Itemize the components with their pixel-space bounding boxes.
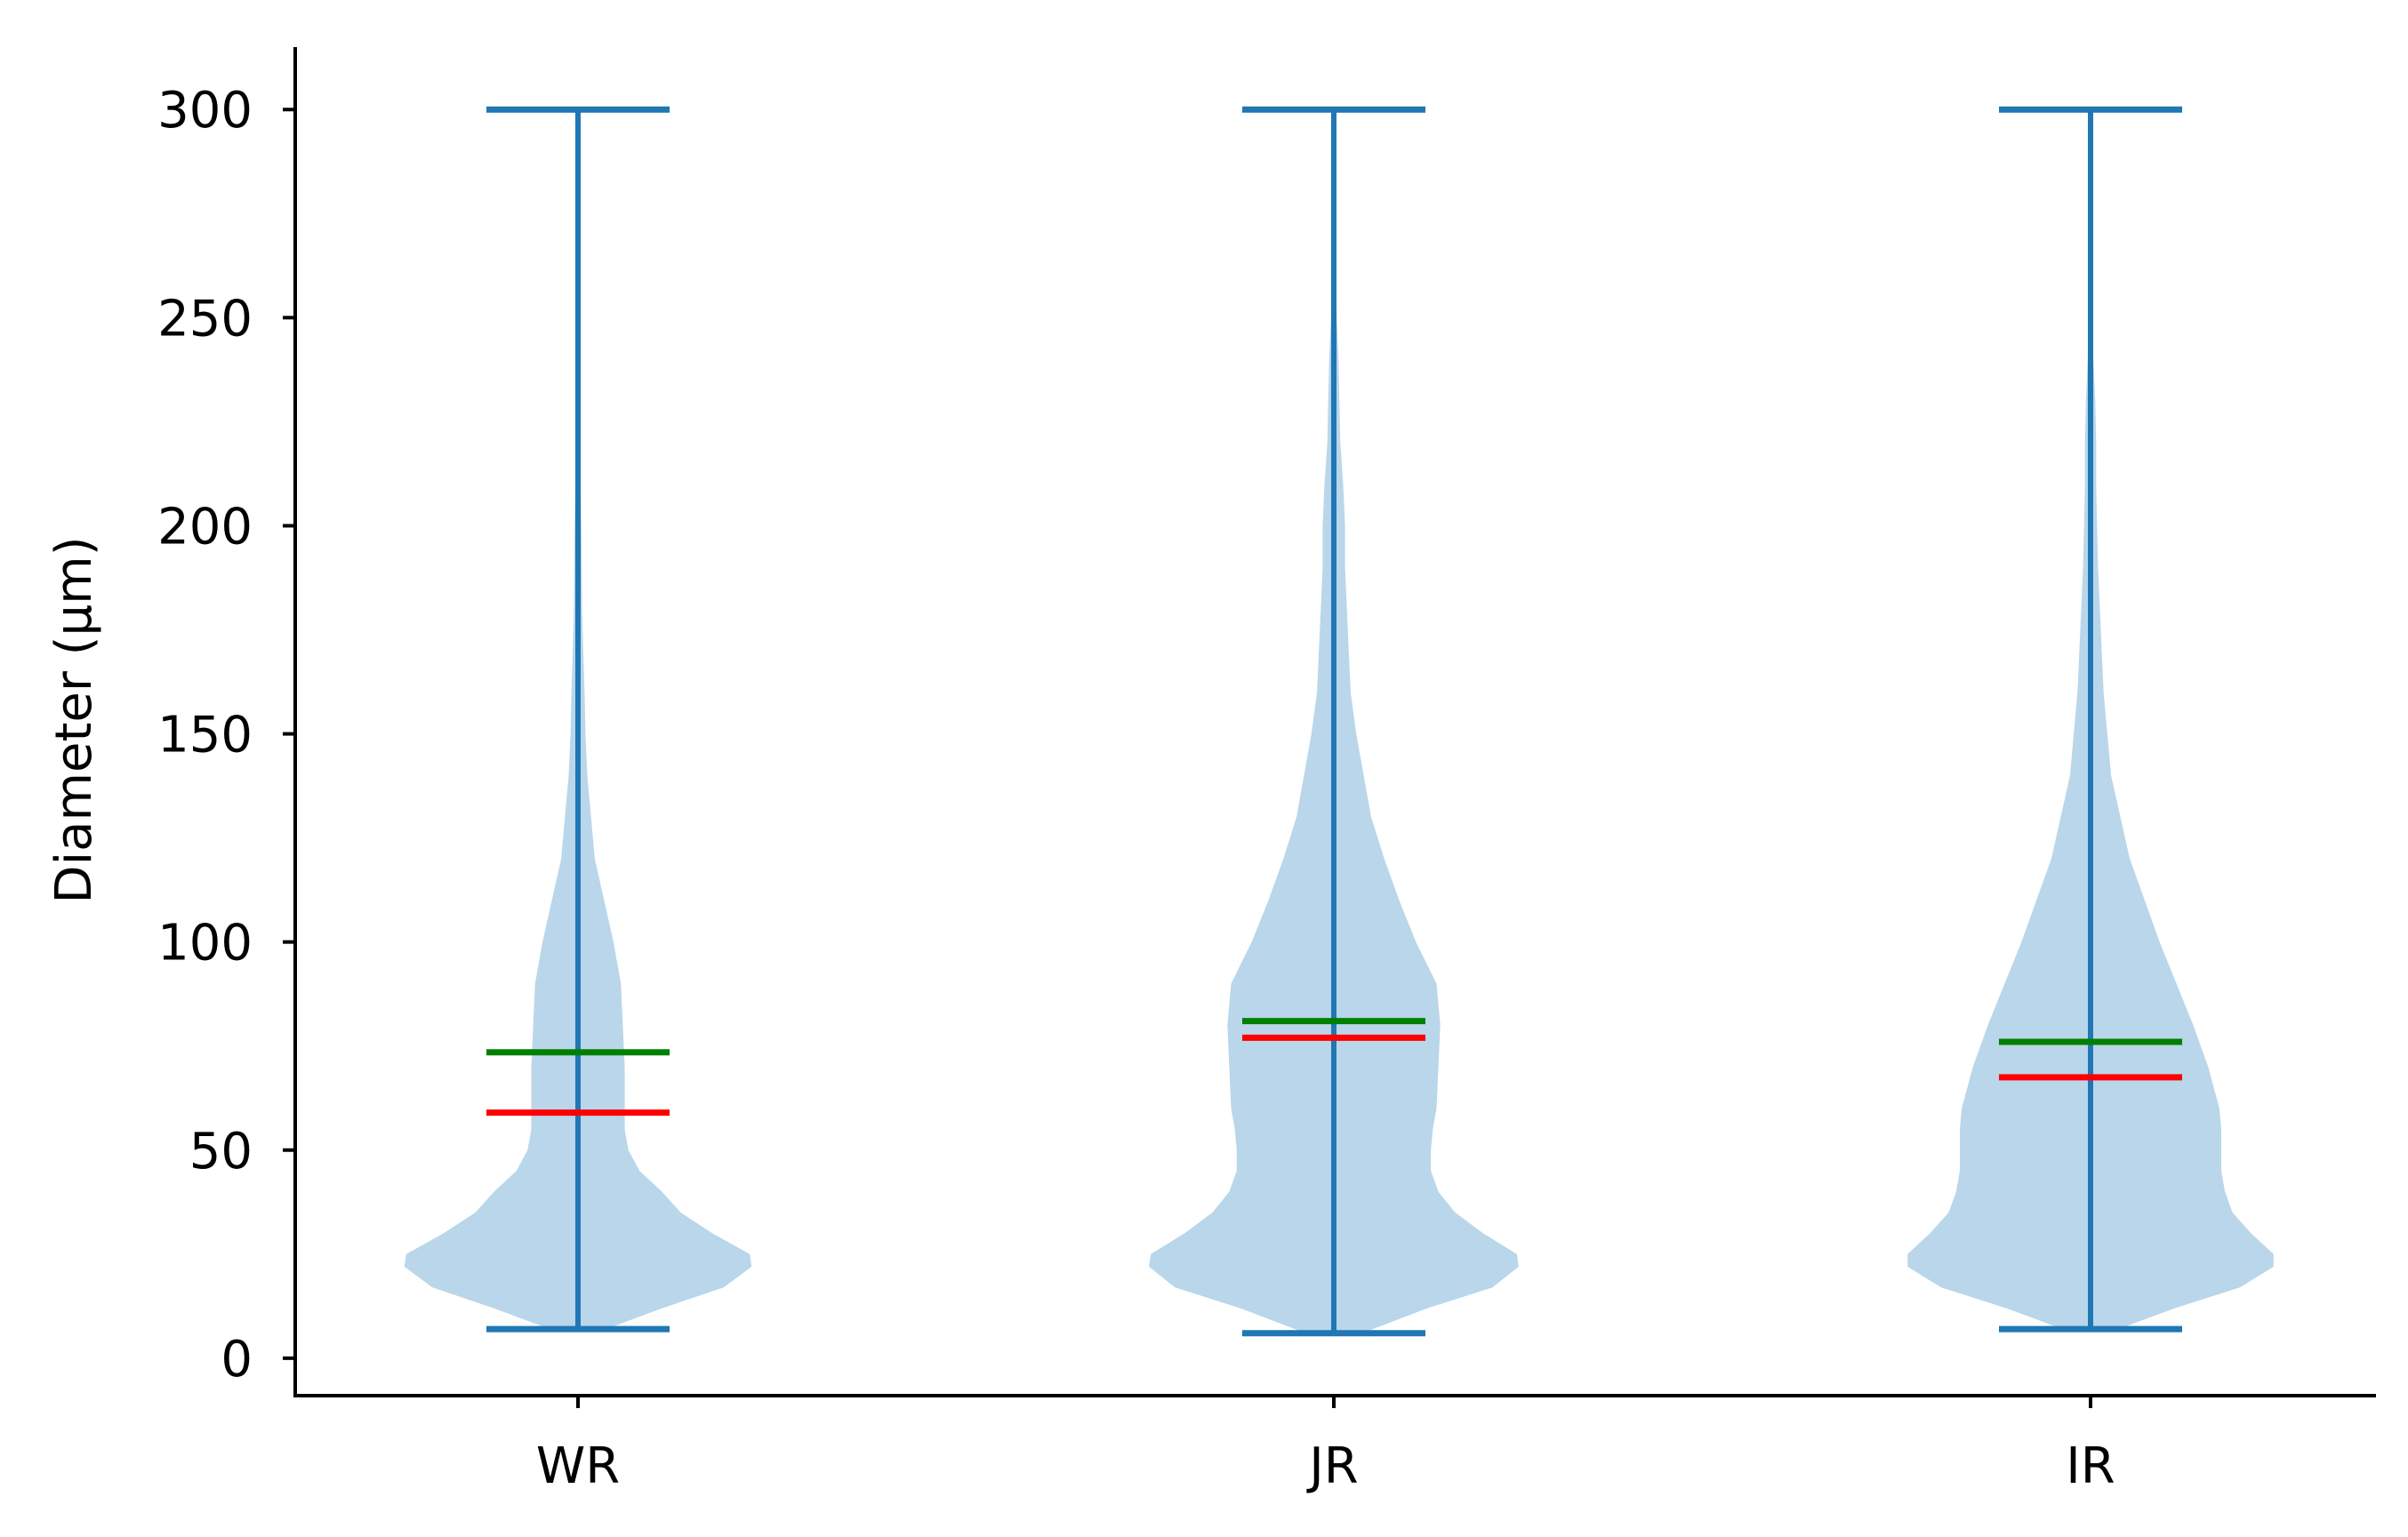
y-tick-label: 100 <box>157 915 253 973</box>
x-tick-label: WR <box>536 1437 620 1495</box>
y-tick-label: 250 <box>157 290 253 348</box>
x-tick-label: JR <box>1306 1437 1358 1495</box>
y-tick-label: 0 <box>221 1331 253 1389</box>
x-tick-label: IR <box>2066 1437 2115 1495</box>
y-tick-label: 50 <box>189 1123 253 1181</box>
y-axis-label: Diameter (μm) <box>45 536 103 903</box>
plot-area <box>404 106 2274 1337</box>
y-axis-ticks: 0 50 100 150 200 250 300 <box>157 82 295 1389</box>
y-tick-label: 300 <box>157 82 253 140</box>
y-tick-label: 150 <box>157 707 253 764</box>
y-tick-label: 200 <box>157 498 253 556</box>
x-axis-ticks: WR JR IR <box>536 1396 2115 1495</box>
